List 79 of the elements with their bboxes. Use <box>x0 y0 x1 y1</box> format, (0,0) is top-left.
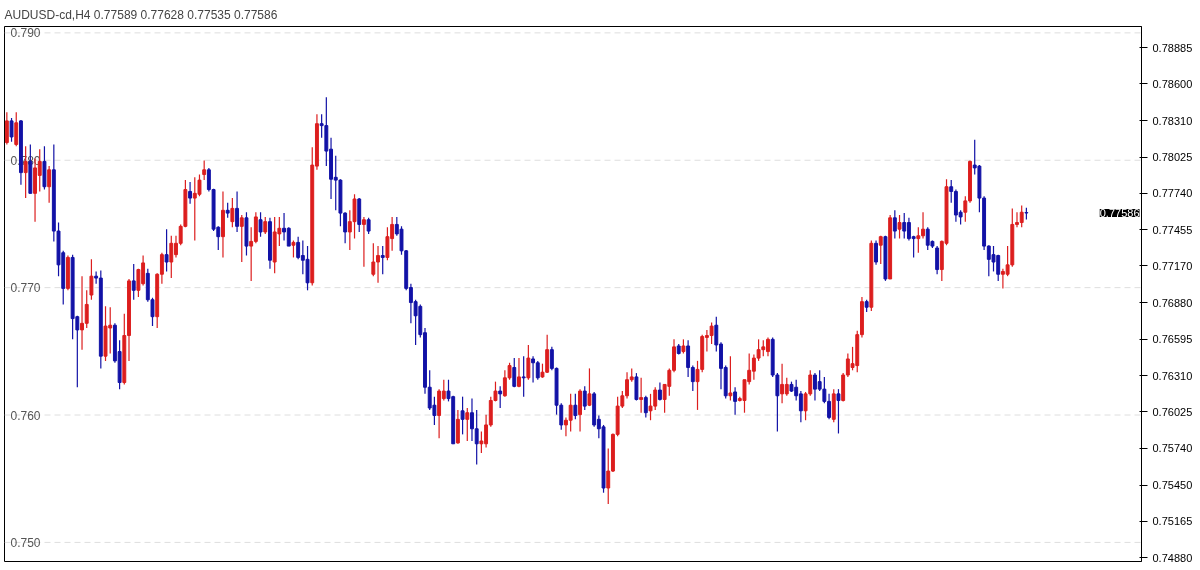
ref-line-label: 0.790 <box>10 26 41 41</box>
candlestick <box>639 377 644 414</box>
candlestick <box>169 235 174 279</box>
y-tick-label: 0.76595 <box>1152 333 1193 346</box>
y-tick-label: 0.75450 <box>1152 479 1193 492</box>
candlestick <box>498 385 503 409</box>
candlestick <box>874 239 878 266</box>
candlestick <box>836 388 841 435</box>
candlestick <box>47 165 52 204</box>
candlestick <box>305 245 310 291</box>
y-tick-label: 0.78885 <box>1152 41 1193 54</box>
candlestick <box>239 214 244 263</box>
candlestick <box>582 385 587 411</box>
candlestick <box>9 117 14 143</box>
candlestick <box>733 386 738 416</box>
y-tick-label: 0.74880 <box>1152 551 1193 564</box>
y-tick-label: 0.76880 <box>1152 296 1193 309</box>
y-tick-label: 0.77740 <box>1152 187 1193 200</box>
candlestick <box>517 357 521 388</box>
candlestick <box>258 211 263 238</box>
candlestick <box>916 226 921 254</box>
candlestick <box>188 181 193 205</box>
candlestick <box>1019 205 1024 228</box>
ref-line-label: 0.770 <box>10 281 41 296</box>
candlestick <box>573 393 578 420</box>
ref-line-label: 0.750 <box>10 535 41 550</box>
candlestick <box>296 236 301 260</box>
y-tick-label: 0.77455 <box>1152 223 1193 236</box>
candlestick <box>526 344 531 381</box>
candlestick <box>897 214 902 240</box>
y-tick-label: 0.78600 <box>1152 77 1193 90</box>
candlestick <box>521 355 526 398</box>
candlestick <box>935 245 940 275</box>
candlestick <box>587 367 592 407</box>
candlestick <box>465 407 470 442</box>
candlestick <box>131 263 136 301</box>
candlestick <box>361 216 366 268</box>
y-tick-label: 0.76310 <box>1152 369 1193 382</box>
candlestick <box>4 111 9 146</box>
candlestick <box>14 111 19 147</box>
candlestick <box>648 393 653 421</box>
candlestick <box>902 212 907 240</box>
candlestick <box>380 245 385 275</box>
candlestick <box>578 388 582 433</box>
chart-title: AUDUSD-cd,H4 0.77589 0.77628 0.77535 0.77586 <box>4 7 278 22</box>
candlestick <box>371 242 376 277</box>
candlestick <box>164 228 169 273</box>
y-tick-label: 0.78025 <box>1152 151 1193 164</box>
candlestick <box>991 245 996 273</box>
candlestick <box>780 363 785 404</box>
candlestick <box>352 193 357 240</box>
candlestick <box>798 390 803 423</box>
candlestick <box>460 396 465 435</box>
candlestick <box>634 372 639 402</box>
candlestick <box>892 209 897 240</box>
candlestick <box>531 355 536 384</box>
candlestick <box>686 339 691 378</box>
annotation: 0.77586 <box>1099 206 1140 219</box>
y-tick-label: 0.78310 <box>1152 114 1193 127</box>
candlestick <box>202 159 207 181</box>
candlestick <box>455 409 460 445</box>
candlestick <box>728 355 733 402</box>
candlestick <box>512 357 517 388</box>
ref-line-label: 0.760 <box>10 408 41 423</box>
candlestick <box>878 235 883 265</box>
y-tick-label: 0.76025 <box>1152 405 1193 418</box>
y-tick-label: 0.77170 <box>1152 259 1193 272</box>
candlestick <box>286 226 291 247</box>
candlestick <box>197 173 202 197</box>
candlestick <box>643 395 648 419</box>
candlestick <box>474 409 479 466</box>
candlestick <box>568 393 573 433</box>
candlestick <box>84 289 89 329</box>
candlestick <box>89 258 94 301</box>
candlestick <box>235 190 240 233</box>
y-tick-label: 0.75165 <box>1152 515 1193 528</box>
candlestick <box>230 197 235 228</box>
candlestick <box>535 360 540 381</box>
y-tick-label: 0.75740 <box>1152 442 1193 455</box>
